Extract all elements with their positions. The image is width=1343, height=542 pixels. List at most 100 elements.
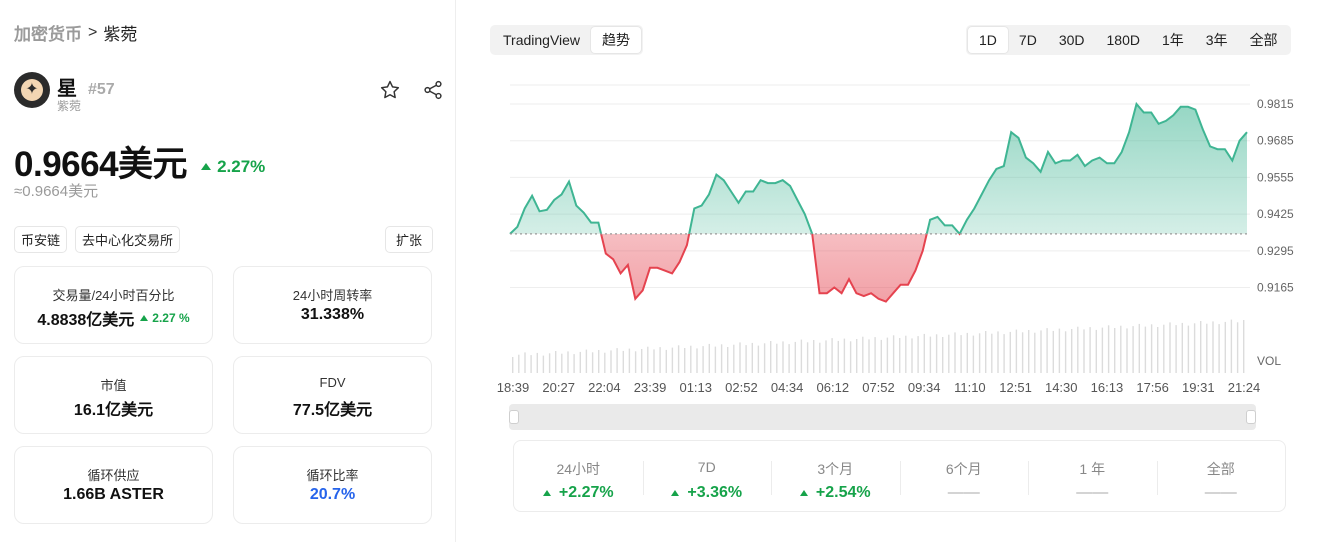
expand-button[interactable]: 扩张 <box>385 226 434 253</box>
stat-card-fdv: FDV 77.5亿美元 <box>233 356 432 434</box>
volume-bar <box>512 357 514 373</box>
volume-bar <box>948 334 950 373</box>
x-tick-label: 11:10 <box>954 380 986 395</box>
range-tab-30d[interactable]: 30D <box>1058 32 1085 48</box>
stat-value: 4.8838亿美元 2.27 % <box>15 306 212 330</box>
x-tick-label: 22:04 <box>588 380 621 395</box>
price-line-up <box>509 101 1248 234</box>
volume-bar <box>720 344 723 373</box>
volume-bar <box>991 333 993 373</box>
price-area-down <box>510 233 1247 302</box>
perf-6m: 6个月 —— <box>899 441 1029 511</box>
chart-type-tabs: TradingView 趋势 <box>490 25 644 55</box>
tab-trend[interactable]: 趋势 <box>591 27 642 53</box>
volume-bar <box>1175 325 1177 373</box>
volume-bar <box>1120 325 1122 373</box>
volume-bar <box>739 342 741 373</box>
volume-bar <box>555 351 557 373</box>
volume-axis-label: VOL <box>1257 354 1281 368</box>
perf-value: +2.54% <box>771 484 900 502</box>
y-tick-label: 0.9815 <box>1257 97 1294 111</box>
price-chart-svg[interactable]: 0.9815 0.9685 0.9555 0.9425 0.9295 0.9165 VOL <box>490 60 1320 380</box>
volume-bar <box>843 338 846 373</box>
x-tick-label: 23:39 <box>633 380 667 395</box>
volume-bar <box>1163 324 1165 373</box>
volume-bar <box>1052 330 1054 373</box>
triangle-up-icon <box>799 490 808 496</box>
token-logo-glyph: ✦ <box>21 79 43 101</box>
volume-bar <box>518 354 520 373</box>
volume-bar <box>548 353 551 373</box>
x-tick-label: 09:34 <box>907 380 941 395</box>
perf-label: 24小时 <box>556 461 601 477</box>
volume-bar <box>1107 325 1110 373</box>
breadcrumb: 加密货币 > 紫菀 <box>14 20 137 45</box>
chart-range-scroller[interactable] <box>509 404 1256 430</box>
scroller-left-handle[interactable] <box>509 410 519 424</box>
volume-bar <box>800 339 803 373</box>
range-tab-3y[interactable]: 3年 <box>1205 32 1228 48</box>
perf-value-text: +3.36% <box>687 484 743 501</box>
stat-volume-value: 4.8838亿美元 <box>37 312 135 329</box>
price-line-down <box>509 233 961 303</box>
volume-bar <box>960 335 962 373</box>
tab-tradingview[interactable]: TradingView <box>503 32 581 48</box>
breadcrumb-current: 紫菀 <box>103 25 138 44</box>
perf-7d: 7D +3.36% <box>642 441 772 511</box>
volume-bar <box>702 346 704 373</box>
volume-bar <box>763 343 766 373</box>
volume-bar <box>1218 324 1220 373</box>
volume-bar <box>628 348 631 373</box>
tag-bsc-chain[interactable]: 币安链 <box>14 226 68 253</box>
x-tick-label: 17:56 <box>1136 380 1169 395</box>
range-tab-7d[interactable]: 7D <box>1018 32 1037 48</box>
perf-3m: 3个月 +2.54% <box>771 441 900 511</box>
stat-value: 1.66B ASTER <box>63 486 164 503</box>
volume-bar <box>776 343 778 373</box>
breadcrumb-root-link[interactable]: 加密货币 <box>14 25 82 44</box>
price-chart[interactable]: 0.9815 0.9685 0.9555 0.9425 0.9295 0.9165 VOL <box>490 60 1320 400</box>
volume-bar <box>886 337 889 373</box>
range-tab-1y[interactable]: 1年 <box>1161 32 1184 48</box>
volume-bar <box>825 340 827 373</box>
performance-summary: 24小时 +2.27% 7D +3.36% 3个月 +2.54% 6个月 —— … <box>513 440 1286 512</box>
range-tab-180d[interactable]: 180D <box>1106 32 1140 48</box>
token-header: ✦ 星 #57 紫菀 <box>14 72 445 113</box>
volume-bar <box>591 352 594 373</box>
volume-bar <box>757 345 760 373</box>
stat-volume-change-value: 2.27 % <box>152 311 190 325</box>
volume-bar <box>677 345 680 373</box>
volume-bar <box>1064 331 1067 373</box>
perf-value: —— <box>1204 484 1237 501</box>
volume-bar <box>1083 329 1085 373</box>
volume-bar <box>1046 328 1048 373</box>
favorite-star-icon[interactable] <box>378 78 402 102</box>
triangle-up-icon <box>140 315 149 321</box>
volume-bar <box>696 348 698 373</box>
scroller-right-handle[interactable] <box>1246 410 1256 424</box>
x-tick-label: 02:52 <box>725 380 758 395</box>
stat-label: 24小时周转率 <box>292 288 373 303</box>
volume-bar <box>1034 332 1036 373</box>
tag-dex[interactable]: 去中心化交易所 <box>75 226 181 253</box>
breadcrumb-chevron-icon: > <box>88 23 98 41</box>
range-tabs: 1D 7D 30D 180D 1年 3年 全部 <box>966 25 1291 55</box>
volume-bar <box>745 345 747 373</box>
range-tab-all[interactable]: 全部 <box>1249 32 1278 48</box>
stat-card-market-cap: 市值 16.1亿美元 <box>14 356 213 434</box>
volume-bar <box>1200 321 1202 373</box>
stat-card-turnover: 24小时周转率 31.338% <box>233 266 432 344</box>
volume-bar <box>1021 332 1024 373</box>
price-approx: ≈0.9664美元 <box>14 183 99 200</box>
volume-bar <box>770 341 772 373</box>
volume-bar <box>622 350 624 373</box>
range-tab-1d[interactable]: 1D <box>968 27 1008 53</box>
share-icon[interactable] <box>421 78 445 102</box>
volume-bar <box>954 332 956 373</box>
volume-bar <box>1144 326 1147 373</box>
volume-bar <box>1015 329 1018 373</box>
volume-bar <box>573 354 575 373</box>
stat-value: 20.7% <box>309 486 356 503</box>
volume-bar <box>1224 321 1226 373</box>
perf-value-text: +2.27% <box>558 484 614 501</box>
